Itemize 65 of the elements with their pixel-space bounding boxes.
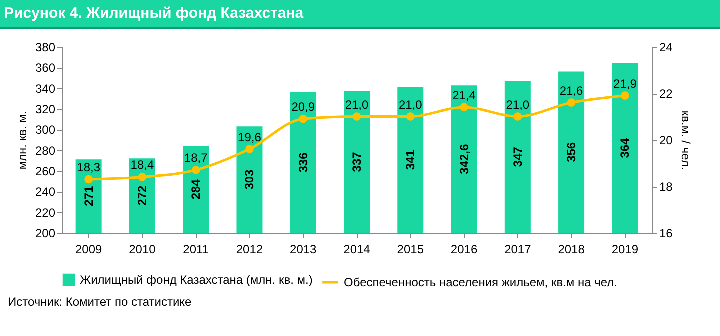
legend-label: Жилищный фонд Казахстана (млн. кв. м.): [80, 273, 313, 287]
x-tick-label: 2009: [75, 242, 102, 256]
point: [514, 112, 522, 121]
data-label: 337: [350, 152, 364, 172]
data-label: 18,3: [77, 160, 101, 175]
data-label: 272: [135, 185, 150, 206]
text: Источник: Комитет по статистике: [7, 295, 193, 309]
data-label: 21,0: [506, 98, 530, 112]
x-tick-label: 2012: [236, 242, 264, 256]
point: [621, 92, 630, 100]
data-label: 336: [296, 152, 310, 173]
legend-label: Обеспеченность населения жильем, кв.м на чел.: [344, 276, 618, 290]
data-label: 18,7: [184, 151, 208, 166]
data-label: 19,6: [238, 130, 262, 144]
y2-tick-label: 22: [660, 87, 674, 101]
point: [138, 173, 147, 182]
data-label: 18,4: [130, 158, 154, 172]
chart-title: Рисунок 4. Жилищный фонд Казахстана: [0, 0, 720, 29]
x-tick-label: 2018: [558, 242, 586, 256]
point: [567, 98, 576, 107]
point: [84, 175, 93, 184]
data-label: 342,6: [457, 144, 472, 174]
y-tick-label: 200: [35, 226, 56, 240]
data-label: 21,0: [345, 98, 369, 112]
y-tick-label: 300: [35, 123, 56, 138]
y-tick-label: 380: [35, 40, 56, 54]
y-tick-label: 340: [35, 82, 56, 96]
point: [406, 112, 415, 121]
data-label: 284: [189, 179, 204, 200]
data-label: 21,6: [560, 84, 584, 98]
point: [299, 114, 308, 124]
y-tick-label: 240: [35, 185, 56, 200]
y2-tick-label: 18: [660, 180, 674, 194]
x-tick-label: 2013: [290, 242, 318, 256]
x-tick-label: 2019: [612, 242, 639, 256]
point: [246, 145, 254, 154]
point: [460, 103, 468, 112]
x-tick-label: 2016: [450, 242, 478, 256]
x-tick-label: 2017: [504, 242, 532, 256]
data-label: 303: [242, 169, 257, 190]
x-tick-label: 2010: [129, 242, 156, 256]
data-label: 20,9: [292, 100, 316, 114]
point: [192, 166, 200, 174]
data-label: 347: [510, 146, 525, 168]
data-label: 21,4: [452, 88, 476, 102]
data-label: 271: [82, 186, 96, 206]
y2-axis-title: кв.м. / чел.: [678, 110, 693, 170]
x-tick-label: 2015: [397, 242, 424, 256]
y-tick-label: 360: [35, 61, 56, 76]
y2-tick-label: 20: [660, 134, 674, 148]
data-label: 364: [618, 138, 632, 158]
y-axis-title: млн. кв. м.: [15, 111, 30, 170]
point: [352, 112, 362, 121]
y2-tick-label: 16: [660, 226, 674, 240]
data-label: 21,9: [614, 76, 638, 91]
y-tick-label: 280: [35, 144, 56, 158]
x-tick-label: 2011: [183, 242, 210, 256]
x-tick-label: 2014: [344, 242, 371, 256]
data-label: 356: [564, 142, 579, 162]
y2-tick-label: 24: [660, 40, 674, 54]
y-tick-label: 320: [35, 102, 56, 116]
y-tick-label: 220: [35, 206, 56, 220]
data-label: 341: [404, 150, 418, 170]
data-label: 21,0: [398, 98, 423, 112]
y-tick-label: 260: [35, 164, 56, 178]
